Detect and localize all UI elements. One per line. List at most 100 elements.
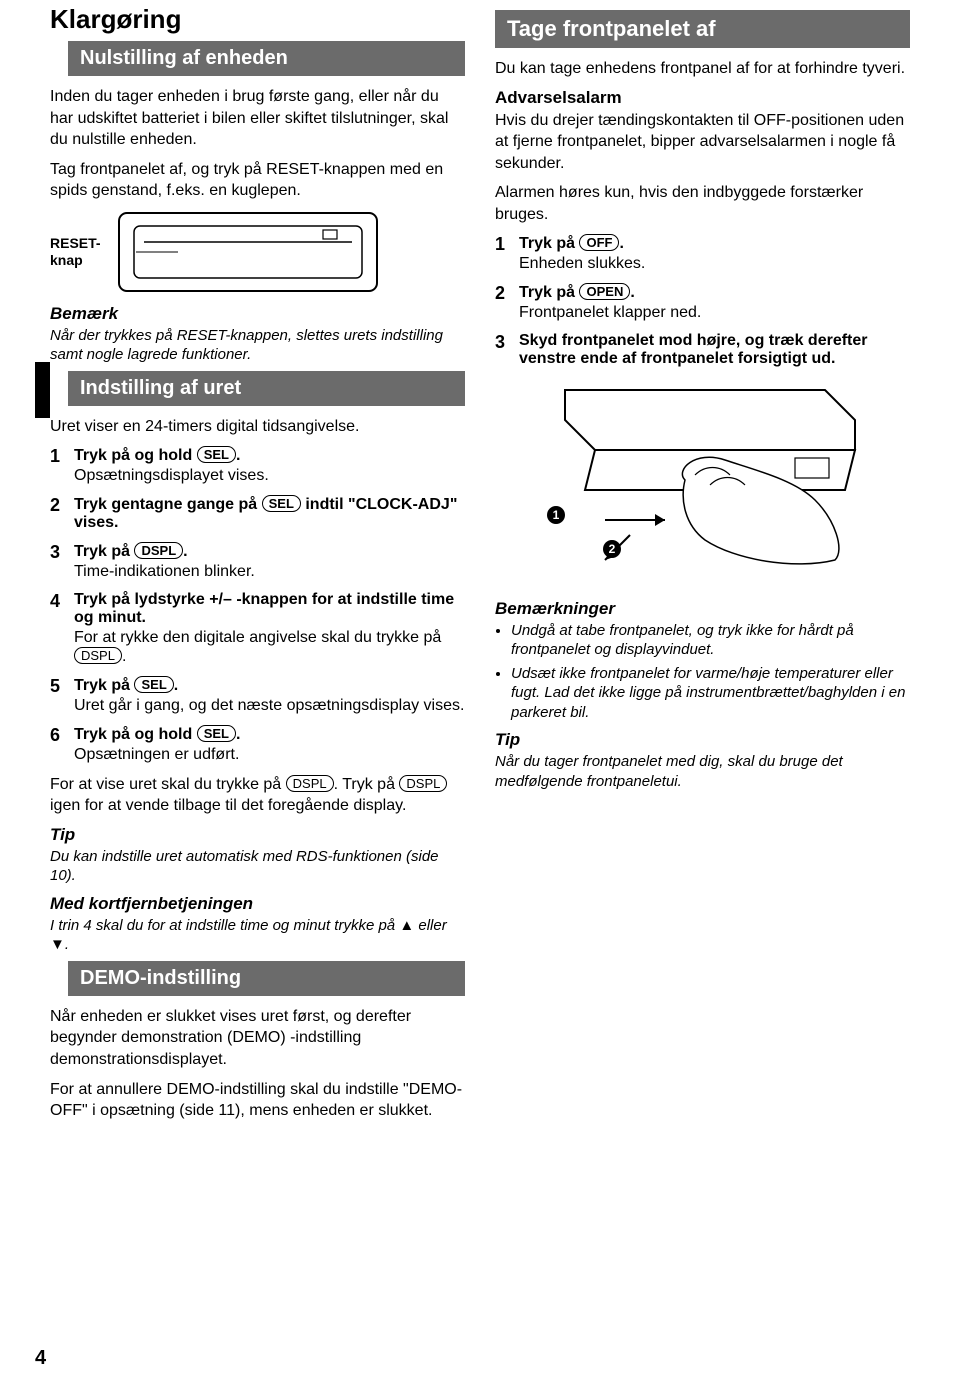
down-arrow-icon: ▼ <box>50 936 65 953</box>
step-line-1: Tryk på og hold SEL. <box>74 446 465 465</box>
text: . <box>65 936 69 953</box>
step-line-1: Tryk på OPEN. <box>519 283 910 302</box>
text: Tryk på <box>74 543 134 560</box>
frontpanel-figure: 1 2 <box>535 380 910 585</box>
page-number: 4 <box>35 1347 46 1370</box>
step-line-1: Tryk på OFF. <box>519 234 910 253</box>
button-label: SEL <box>197 446 236 464</box>
text: . <box>183 543 187 560</box>
text: Tryk på og hold <box>74 447 197 464</box>
step-line-1: Tryk på lydstyrke +/– -knappen for at in… <box>74 591 465 627</box>
step-line-1: Tryk på SEL. <box>74 676 465 695</box>
step-number: 1 <box>50 446 68 467</box>
section-indstilling: Indstilling af uret <box>68 371 465 406</box>
step-line-2: Opsætningen er udført. <box>74 746 465 764</box>
step-item: 6 Tryk på og hold SEL. Opsætningen er udfø… <box>50 725 465 764</box>
step-body: Tryk gentagne gange på SEL indtil "CLOCK… <box>74 495 465 532</box>
button-label: OPEN <box>579 283 630 301</box>
text: . <box>630 284 634 301</box>
reset-figure: RESET- knap <box>50 212 465 292</box>
figure-callout-1: 1 <box>547 506 565 524</box>
step-body: Tryk på og hold SEL. Opsætningen er udfør… <box>74 725 465 764</box>
text: Tryk på <box>519 284 579 301</box>
text: Skyd frontpanelet mod højre, og træk der… <box>519 332 868 367</box>
text: . <box>619 235 623 252</box>
text: Tryk på lydstyrke +/– -knappen for at in… <box>74 591 454 626</box>
paragraph: Du kan tage enhedens frontpanel af for a… <box>495 58 910 80</box>
step-line-1: Tryk på og hold SEL. <box>74 725 465 744</box>
step-body: Tryk på OPEN. Frontpanelet klapper ned. <box>519 283 910 322</box>
step-item: 4 Tryk på lydstyrke +/– -knappen for at i… <box>50 591 465 666</box>
text: . Tryk på <box>334 776 400 793</box>
button-label: DSPL <box>74 647 122 665</box>
step-item: 3 Tryk på DSPL. Time-indikationen blinker. <box>50 542 465 581</box>
step-line-1: Tryk gentagne gange på SEL indtil "CLOCK… <box>74 495 465 532</box>
section-tab <box>35 362 50 418</box>
dspl-button-label: DSPL <box>286 775 334 793</box>
warning-head: Advarselsalarm <box>495 88 910 108</box>
text: Tryk på <box>74 677 134 694</box>
paragraph: For at annullere DEMO-indstilling skal d… <box>50 1079 465 1122</box>
step-body: Skyd frontpanelet mod højre, og træk der… <box>519 332 910 368</box>
text: . <box>122 648 126 665</box>
step-item: 3Skyd frontpanelet mod højre, og træk de… <box>495 332 910 368</box>
text: . <box>174 677 178 694</box>
warning-body: Hvis du drejer tændingskontakten til OFF… <box>495 110 910 175</box>
step-line-2: For at rykke den digitale angivelse skal… <box>74 629 465 666</box>
text: For at vise uret skal du trykke på <box>50 776 286 793</box>
text: Tryk på <box>519 235 579 252</box>
button-label: DSPL <box>134 542 183 560</box>
section-frontpanel: Tage frontpanelet af <box>495 10 910 48</box>
step-item: 2 Tryk gentagne gange på SEL indtil "CLOC… <box>50 495 465 532</box>
button-label: SEL <box>197 725 236 743</box>
note-body: Når der trykkes på RESET-knappen, slette… <box>50 326 465 365</box>
paragraph: Tag frontpanelet af, og tryk på RESET-kn… <box>50 159 465 202</box>
step-line-1: Skyd frontpanelet mod højre, og træk der… <box>519 332 910 368</box>
paragraph: Inden du tager enheden i brug første gan… <box>50 86 465 151</box>
chapter-title: Klargøring <box>50 4 465 35</box>
step-item: 5Tryk på SEL.Uret går i gang, og det næs… <box>50 676 465 715</box>
step-body: Tryk på OFF. Enheden slukkes. <box>519 234 910 273</box>
figure-callout-2: 2 <box>603 540 621 558</box>
step-line-2: Opsætningsdisplayet vises. <box>74 467 465 485</box>
notes-head: Bemærkninger <box>495 599 910 619</box>
paragraph: Når enheden er slukket vises uret først,… <box>50 1006 465 1071</box>
step-number: 2 <box>495 283 513 304</box>
text: . <box>236 726 240 743</box>
warning-body-2: Alarmen høres kun, hvis den indbyggede f… <box>495 182 910 225</box>
button-label: SEL <box>134 676 173 694</box>
tip-body: Når du tager frontpanelet med dig, skal … <box>495 752 910 791</box>
section-nulstilling: Nulstilling af enheden <box>68 41 465 76</box>
remote-body: I trin 4 skal du for at indstille time o… <box>50 916 465 955</box>
step-line-2: Frontpanelet klapper ned. <box>519 304 910 322</box>
tip-head: Tip <box>50 825 465 845</box>
step-number: 2 <box>50 495 68 516</box>
up-arrow-icon: ▲ <box>399 917 414 934</box>
after-steps-paragraph: For at vise uret skal du trykke på DSPL.… <box>50 774 465 817</box>
step-number: 4 <box>50 591 68 612</box>
step-number: 5 <box>50 676 68 697</box>
step-body: Tryk på DSPL. Time-indikationen blinker. <box>74 542 465 581</box>
text: For at rykke den digitale angivelse skal… <box>74 629 441 646</box>
step-number: 3 <box>50 542 68 563</box>
dspl-button-label: DSPL <box>399 775 447 793</box>
step-body: Tryk på og hold SEL. Opsætningsdisplayet … <box>74 446 465 485</box>
text: Tryk på og hold <box>74 726 197 743</box>
button-label: OFF <box>579 234 619 252</box>
step-item: 1 Tryk på og hold SEL. Opsætningsdisplayet… <box>50 446 465 485</box>
note-head: Bemærk <box>50 304 465 324</box>
step-body: Tryk på lydstyrke +/– -knappen for at in… <box>74 591 465 666</box>
step-line-2: Enheden slukkes. <box>519 255 910 273</box>
text: I trin 4 skal du for at indstille time o… <box>50 917 399 934</box>
left-column: Klargøring Nulstilling af enheden Inden … <box>50 0 465 1130</box>
text: igen for at vende tilbage til det foregå… <box>50 797 406 814</box>
button-label: SEL <box>262 495 301 513</box>
frontpanel-steps-list: 1Tryk på OFF.Enheden slukkes.2Tryk på OP… <box>495 234 910 368</box>
tip-body: Du kan indstille uret automatisk med RDS… <box>50 847 465 886</box>
step-number: 6 <box>50 725 68 746</box>
reset-label-2: knap <box>50 252 110 269</box>
text: Tryk gentagne gange på <box>74 496 262 513</box>
text: eller <box>414 917 447 934</box>
note-item: Udsæt ikke frontpanelet for varme/høje t… <box>511 664 910 723</box>
step-line-2: Time-indikationen blinker. <box>74 563 465 581</box>
